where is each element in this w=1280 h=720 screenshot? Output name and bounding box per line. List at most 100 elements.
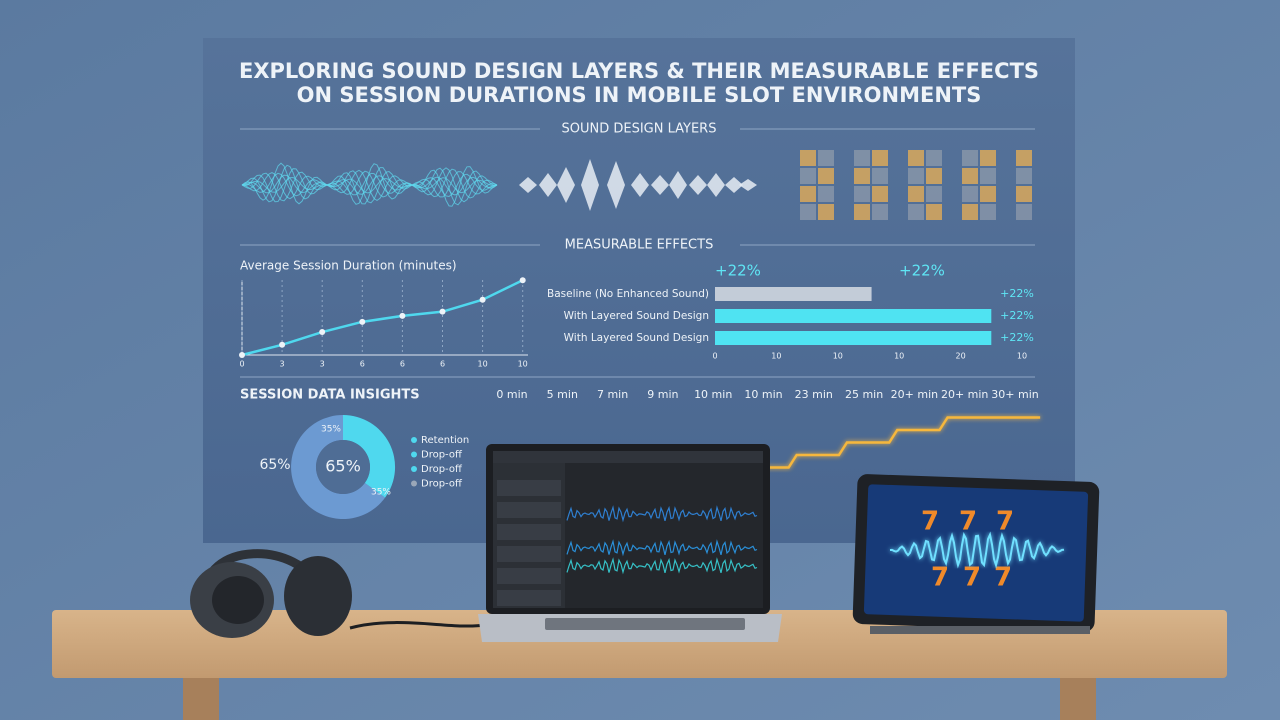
x-tick-label: 10 min	[744, 388, 782, 401]
point	[239, 352, 245, 358]
x-tick-label: 30+ min	[991, 388, 1038, 401]
waveform	[241, 168, 498, 202]
legend-label: Retention	[421, 435, 469, 446]
line	[241, 279, 524, 357]
step-line	[746, 416, 1041, 469]
pixel-block	[800, 150, 816, 166]
daw-track	[497, 502, 561, 518]
annotation: +22%	[715, 262, 761, 280]
x-tick-label: 0	[712, 352, 717, 361]
slot-wave	[889, 531, 1065, 569]
tablet: 7 7 77 7 7	[852, 474, 1100, 634]
pixel-block	[980, 186, 996, 202]
annotation: 35%	[371, 488, 391, 498]
x-tick-label: 20	[956, 352, 966, 361]
diamond	[557, 167, 575, 203]
daw-waveform	[566, 557, 758, 575]
pixel-block	[1016, 204, 1032, 220]
pixel-block	[962, 150, 978, 166]
bar-label: With Layered Sound Design	[564, 332, 709, 344]
poster-title: EXPLORING SOUND DESIGN LAYERS & THEIR ME…	[239, 59, 1039, 83]
pixel-block	[818, 204, 834, 220]
point	[479, 296, 486, 303]
section-heading: SOUND DESIGN LAYERS	[562, 122, 717, 137]
annotation: +22%	[1000, 287, 1034, 300]
bar	[715, 331, 992, 345]
x-tick-label: 6	[360, 360, 365, 369]
x-tick-label: 7 min	[597, 388, 628, 401]
diamond	[651, 175, 669, 195]
value-label: 65%	[325, 457, 361, 476]
x-tick-label: 25 min	[845, 388, 883, 401]
pixel-block	[854, 168, 870, 184]
slot-symbol: 7	[963, 563, 981, 593]
slot-symbol: 7	[921, 507, 939, 537]
waveform	[241, 162, 498, 207]
pixel-block	[926, 186, 942, 202]
x-tick-label: 10	[518, 360, 528, 369]
pixel-block	[800, 168, 816, 184]
pixel-block	[1016, 150, 1032, 166]
legend-swatch	[411, 480, 417, 487]
legend-label: Drop-off	[421, 479, 463, 490]
diamond	[669, 171, 687, 199]
pixel-block	[980, 150, 996, 166]
point	[399, 312, 406, 319]
poster-title: ON SESSION DURATIONS IN MOBILE SLOT ENVI…	[297, 83, 982, 107]
diamond	[707, 173, 725, 197]
diamond	[519, 177, 537, 193]
section-heading: SESSION DATA INSIGHTS	[240, 388, 420, 403]
donut-slice	[343, 414, 396, 498]
pixel-block	[908, 186, 924, 202]
annotation: 65%	[259, 457, 290, 473]
pixel-block	[926, 204, 942, 220]
diamond	[739, 179, 757, 191]
donut-hole	[316, 440, 370, 494]
pixel-block	[1016, 186, 1032, 202]
x-tick-label: 0 min	[496, 388, 527, 401]
slot-symbol: 7	[959, 507, 977, 537]
x-tick-label: 3	[320, 360, 325, 369]
pixel-block	[872, 150, 888, 166]
bar	[715, 287, 872, 301]
annotation: +22%	[1000, 331, 1034, 344]
daw-track	[497, 568, 561, 584]
daw-track	[497, 524, 561, 540]
pixel-block	[854, 186, 870, 202]
diamond	[689, 175, 707, 195]
pixel-block	[980, 168, 996, 184]
daw-track	[497, 480, 561, 496]
x-tick-label: 20+ min	[891, 388, 938, 401]
legend-swatch	[411, 437, 417, 443]
daw-waveform	[566, 505, 758, 523]
pixel-block	[872, 204, 888, 220]
diamond	[725, 177, 743, 193]
pixel-block	[1016, 168, 1032, 184]
x-tick-label: 10	[478, 360, 488, 369]
legend-label: Drop-off	[421, 450, 463, 461]
laptop	[478, 444, 782, 642]
bar-label: Baseline (No Enhanced Sound)	[547, 288, 709, 300]
x-tick-label: 9 min	[647, 388, 678, 401]
pixel-block	[962, 168, 978, 184]
daw-waveform	[566, 539, 758, 557]
point	[439, 308, 446, 315]
pixel-block	[854, 150, 870, 166]
section-heading: MEASURABLE EFFECTS	[565, 238, 714, 253]
annotation: +22%	[1000, 309, 1034, 322]
donut-slice	[291, 415, 386, 519]
point	[519, 277, 526, 284]
pixel-block	[818, 150, 834, 166]
x-tick-label: 10	[894, 352, 904, 361]
x-tick-label: 5 min	[547, 388, 578, 401]
annotation: +22%	[899, 262, 945, 280]
desk-leg	[183, 678, 219, 720]
charts: Average Session Duration (minutes) 0 3 3 6 6 6…	[239, 259, 1041, 519]
pixel-block	[908, 204, 924, 220]
x-tick-label: 10 min	[694, 388, 732, 401]
pixel-block	[872, 186, 888, 202]
diamond	[607, 161, 625, 209]
value-label: 35%	[321, 425, 341, 435]
headphones	[190, 549, 486, 638]
pixel-block	[800, 204, 816, 220]
